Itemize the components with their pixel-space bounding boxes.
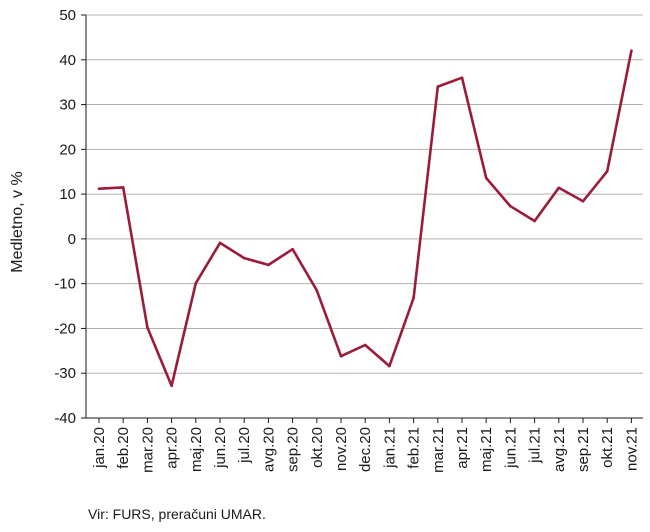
x-axis-ticks: jan.20 feb.20 mar.20 apr.20 maj.20 jun.20 jul.… — [91, 418, 640, 473]
data-point — [509, 204, 512, 208]
series-layer — [97, 49, 633, 388]
y-tick-label: -10 — [54, 276, 76, 293]
y-tick-label: 30 — [59, 97, 76, 114]
y-tick-label: 40 — [59, 52, 76, 69]
data-point — [146, 326, 149, 329]
y-tick-label: -40 — [54, 410, 76, 427]
x-tick-label: okt.20 — [309, 427, 326, 468]
data-point — [630, 49, 633, 53]
y-tick-label: 10 — [59, 186, 76, 203]
x-tick-label: maj.21 — [478, 427, 495, 472]
x-tick-label: sep.20 — [285, 427, 302, 472]
x-tick-label: feb.21 — [406, 427, 423, 469]
data-point — [412, 296, 415, 300]
data-point — [291, 247, 294, 251]
x-tick-label: nov.21 — [623, 427, 640, 471]
data-point — [242, 256, 246, 260]
data-point — [533, 219, 536, 223]
x-tick-label: avg.20 — [260, 427, 277, 472]
data-point — [315, 289, 319, 292]
x-tick-label: jul.21 — [527, 427, 544, 464]
y-tick-label: 0 — [68, 231, 76, 248]
data-point — [388, 364, 391, 368]
data-point — [605, 169, 609, 173]
data-point — [460, 76, 464, 79]
data-point — [218, 241, 222, 245]
x-tick-label: apr.20 — [164, 427, 181, 469]
data-point — [557, 186, 561, 190]
x-tick-label: mar.21 — [430, 427, 447, 473]
y-tick-label: -20 — [54, 320, 76, 337]
data-point — [363, 343, 367, 347]
data-point — [194, 281, 198, 285]
x-tick-label: sep.21 — [575, 427, 592, 472]
data-point — [581, 199, 585, 203]
series-line — [97, 49, 633, 388]
data-point — [267, 263, 270, 267]
y-tick-label: 20 — [59, 141, 76, 158]
source-note: Vir: FURS, preračuni UMAR. — [88, 506, 266, 522]
x-tick-label: dec.20 — [357, 427, 374, 472]
y-tick-label: -30 — [54, 365, 76, 382]
axes — [85, 15, 643, 419]
x-tick-label: jan.21 — [381, 427, 398, 469]
data-point — [339, 354, 343, 358]
x-tick-label: maj.20 — [188, 427, 205, 472]
data-point — [484, 176, 488, 180]
data-point — [97, 187, 101, 191]
line-chart: -40 -30 -20 -10 0 10 20 30 40 50 jan.20 feb.20 mar.… — [9, 7, 643, 473]
x-tick-label: feb.20 — [115, 427, 132, 469]
x-tick-label: jun.21 — [502, 427, 519, 469]
x-tick-label: jun.20 — [212, 427, 229, 469]
y-axis-ticks: -40 -30 -20 -10 0 10 20 30 40 50 — [54, 7, 86, 427]
data-point — [121, 186, 125, 189]
x-tick-label: jul.20 — [236, 427, 253, 464]
x-tick-label: nov.20 — [333, 427, 350, 471]
y-axis-title: Medletno, v % — [9, 171, 26, 272]
gridlines — [86, 14, 643, 374]
data-point — [436, 85, 440, 88]
data-point — [170, 384, 173, 388]
x-tick-label: apr.21 — [454, 427, 471, 469]
x-tick-label: jan.20 — [91, 427, 108, 469]
x-tick-label: avg.21 — [551, 427, 568, 472]
x-tick-label: okt.21 — [599, 427, 616, 468]
y-tick-label: 50 — [59, 7, 76, 24]
x-tick-label: mar.20 — [139, 427, 156, 473]
